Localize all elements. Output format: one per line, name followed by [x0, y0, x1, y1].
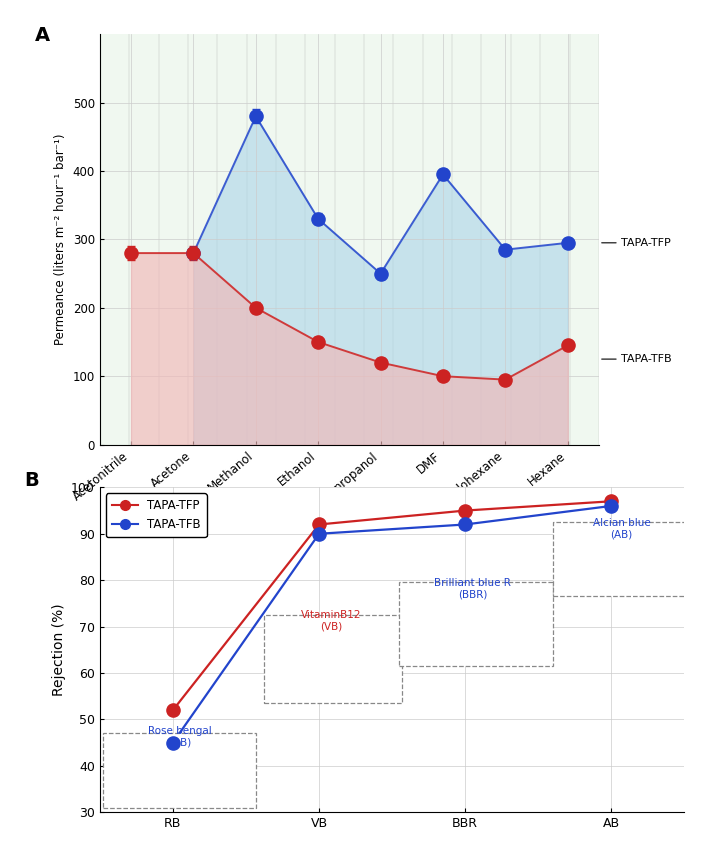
- Point: [312, 212, 324, 226]
- Point: [437, 168, 448, 181]
- Point: [437, 369, 448, 383]
- Text: A: A: [35, 26, 50, 45]
- Point: [562, 339, 573, 352]
- Point: [250, 109, 262, 123]
- Point: [314, 527, 325, 540]
- Bar: [264, 615, 402, 703]
- Point: [250, 301, 262, 315]
- Text: TAPA-TFP: TAPA-TFP: [621, 238, 671, 248]
- Point: [375, 356, 386, 369]
- Text: B: B: [24, 471, 39, 490]
- Text: Alcian blue
(AB): Alcian blue (AB): [593, 517, 650, 540]
- Bar: [553, 522, 692, 597]
- Point: [188, 246, 199, 260]
- Point: [459, 504, 471, 517]
- Point: [500, 243, 511, 256]
- Point: [375, 267, 386, 280]
- Text: TAPA-TFB: TAPA-TFB: [621, 354, 672, 364]
- Point: [562, 236, 573, 250]
- Text: Rose bengal
(RB): Rose bengal (RB): [148, 727, 212, 748]
- Legend: TAPA-TFP, TAPA-TFB: TAPA-TFP, TAPA-TFB: [106, 493, 207, 537]
- Point: [606, 499, 617, 513]
- Bar: [399, 582, 553, 666]
- Bar: [103, 734, 256, 808]
- Point: [312, 335, 324, 349]
- Point: [125, 246, 137, 260]
- Point: [167, 736, 178, 750]
- Point: [606, 494, 617, 508]
- Point: [459, 517, 471, 531]
- Point: [314, 517, 325, 531]
- Point: [167, 704, 178, 717]
- Point: [188, 246, 199, 260]
- Point: [500, 373, 511, 386]
- Y-axis label: Permeance (liters m⁻² hour⁻¹ bar⁻¹): Permeance (liters m⁻² hour⁻¹ bar⁻¹): [54, 133, 67, 345]
- Text: VitaminB12
(VB): VitaminB12 (VB): [300, 610, 361, 632]
- Y-axis label: Rejection (%): Rejection (%): [51, 604, 66, 696]
- Text: Brilliant blue R
(BBR): Brilliant blue R (BBR): [434, 578, 511, 599]
